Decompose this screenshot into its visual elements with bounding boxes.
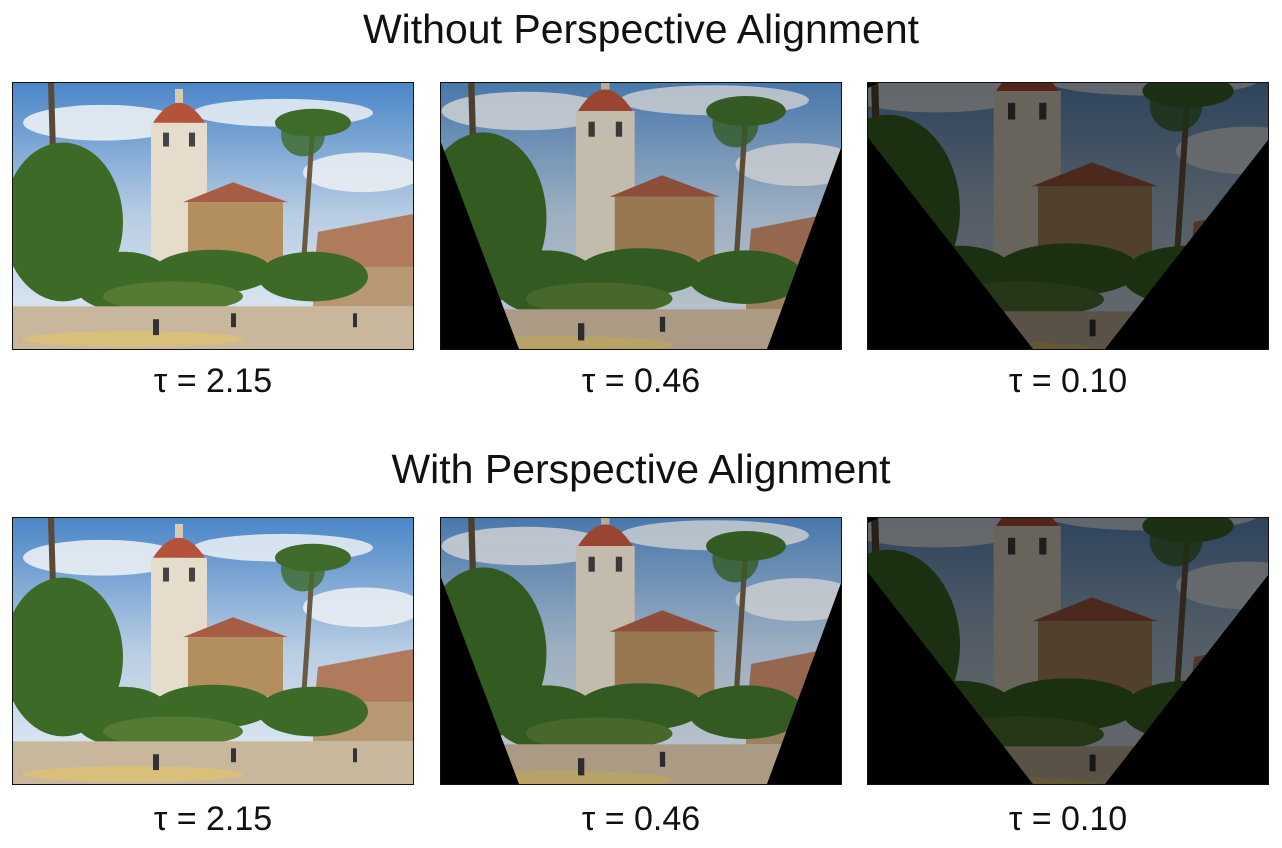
tau-label: τ = 0.10 — [1008, 362, 1128, 400]
photo-hoover-tower — [441, 518, 841, 784]
tau-label: τ = 0.46 — [581, 362, 701, 400]
photo-hoover-tower — [868, 518, 1268, 784]
tau-label: τ = 0.46 — [581, 800, 701, 838]
tau-label: τ = 0.10 — [1008, 800, 1128, 838]
image-panel — [867, 517, 1269, 785]
photo-hoover-tower — [13, 83, 413, 349]
tau-label: τ = 2.15 — [153, 800, 273, 838]
tau-label: τ = 2.15 — [153, 362, 273, 400]
photo-hoover-tower — [13, 518, 413, 784]
photo-hoover-tower — [868, 83, 1268, 349]
image-panel — [440, 82, 842, 350]
row-title-with-alignment: With Perspective Alignment — [391, 446, 891, 492]
image-panel — [440, 517, 842, 785]
photo-hoover-tower — [441, 83, 841, 349]
row-title-without-alignment: Without Perspective Alignment — [362, 6, 920, 52]
image-panel — [12, 517, 414, 785]
image-panel — [12, 82, 414, 350]
image-panel — [867, 82, 1269, 350]
